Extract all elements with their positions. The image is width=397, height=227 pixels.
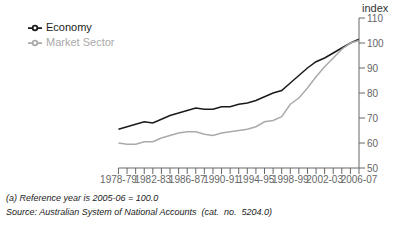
svg-text:100: 100 <box>367 38 384 49</box>
html-text:Market Sector: Market Sector <box>46 36 115 49</box>
svg-text:1990-91: 1990-91 <box>203 174 240 185</box>
html-text:(a) Reference year is 2005-06: (a) Reference year is 2005-06 = 100.0 <box>6 193 159 203</box>
svg-text:2002-03: 2002-03 <box>306 174 343 185</box>
svg-text:1978-79: 1978-79 <box>100 174 137 185</box>
svg-text:1994-95: 1994-95 <box>238 174 275 185</box>
svg-text:1998-99: 1998-99 <box>272 174 309 185</box>
html-text:index: index <box>362 2 389 14</box>
svg-text:80: 80 <box>367 88 379 99</box>
svg-text:50: 50 <box>367 163 379 174</box>
html-text:Economy: Economy <box>46 21 92 33</box>
html-text:Source: Australian System of N: Source: Australian System of National Ac… <box>6 207 272 217</box>
svg-text:70: 70 <box>367 113 379 124</box>
svg-text:1982-83: 1982-83 <box>134 174 171 185</box>
svg-text:90: 90 <box>367 63 379 74</box>
svg-text:60: 60 <box>367 138 379 149</box>
svg-text:110: 110 <box>367 13 383 24</box>
svg-text:2006-07: 2006-07 <box>341 174 378 185</box>
svg-text:1986-87: 1986-87 <box>169 174 206 185</box>
